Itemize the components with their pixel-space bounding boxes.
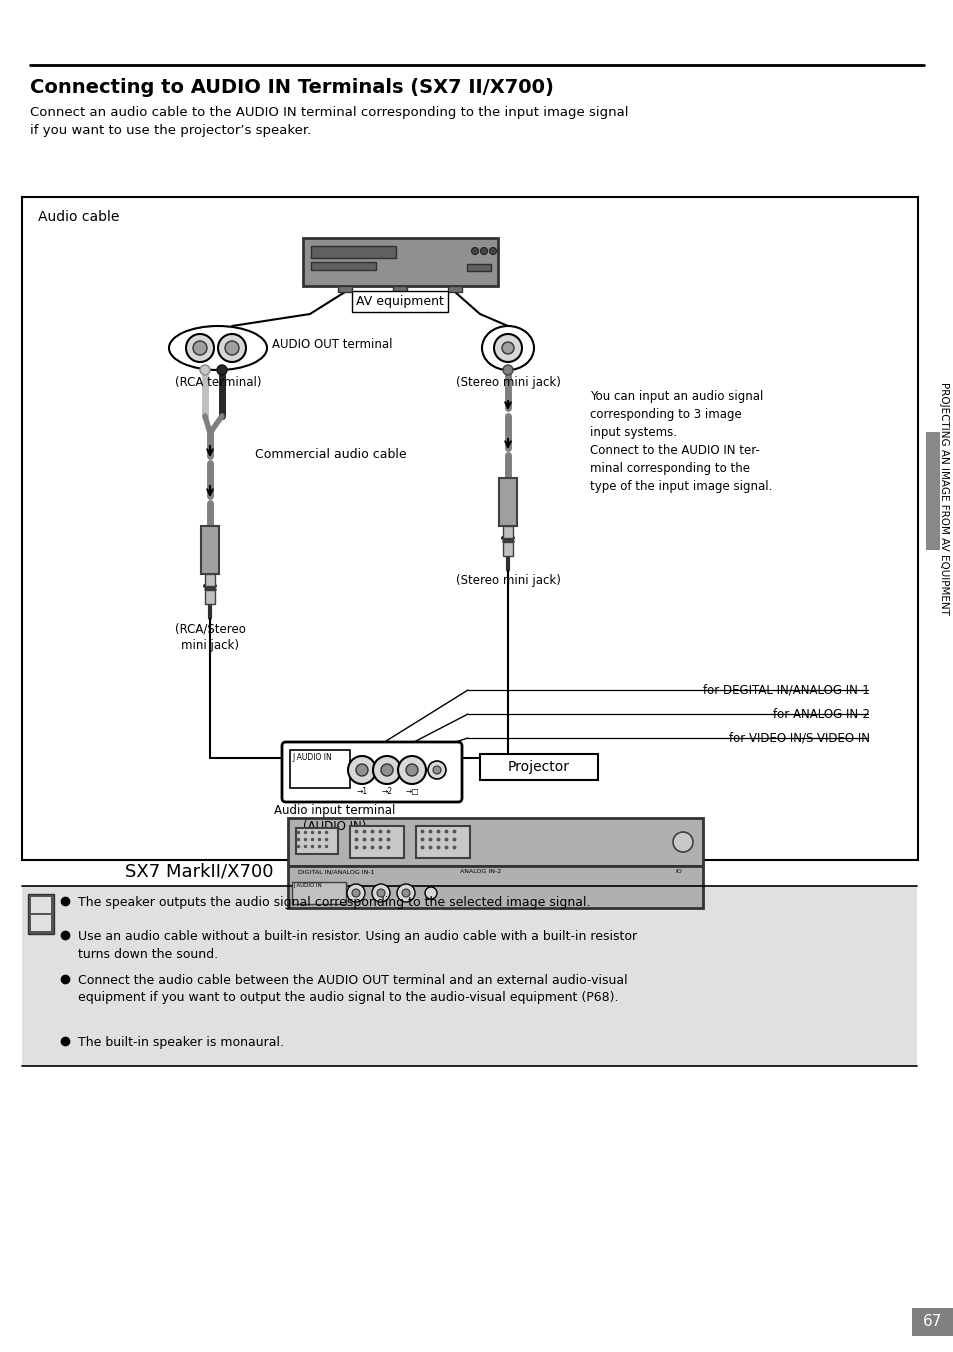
Circle shape bbox=[355, 764, 368, 776]
Circle shape bbox=[428, 761, 446, 779]
Text: →□: →□ bbox=[405, 787, 418, 796]
Bar bbox=[303, 238, 497, 287]
Bar bbox=[311, 246, 395, 258]
Circle shape bbox=[372, 884, 390, 902]
Bar bbox=[350, 826, 403, 859]
Bar bbox=[295, 827, 337, 854]
Text: Connect an audio cable to the AUDIO IN terminal corresponding to the input image: Connect an audio cable to the AUDIO IN t… bbox=[30, 105, 628, 137]
Text: DIGITAL IN/ANALOG IN-1: DIGITAL IN/ANALOG IN-1 bbox=[297, 869, 375, 873]
Circle shape bbox=[216, 365, 227, 375]
Ellipse shape bbox=[481, 326, 534, 370]
Bar bbox=[30, 915, 51, 932]
Circle shape bbox=[501, 342, 514, 354]
Circle shape bbox=[397, 756, 426, 784]
Bar bbox=[467, 264, 491, 270]
Text: Connect the audio cable between the AUDIO OUT terminal and an external audio-vis: Connect the audio cable between the AUDI… bbox=[78, 973, 627, 1005]
Text: ANALOG IN-2: ANALOG IN-2 bbox=[459, 869, 500, 873]
Text: (RCA/Stereo
mini jack): (RCA/Stereo mini jack) bbox=[174, 622, 245, 652]
Circle shape bbox=[186, 334, 213, 362]
FancyBboxPatch shape bbox=[282, 742, 461, 802]
Bar bbox=[290, 750, 350, 788]
Text: for ANALOG IN-2: for ANALOG IN-2 bbox=[772, 707, 869, 721]
Text: IO: IO bbox=[675, 869, 681, 873]
Circle shape bbox=[396, 884, 415, 902]
Bar bbox=[393, 287, 407, 292]
Circle shape bbox=[225, 341, 239, 356]
Bar bbox=[22, 886, 916, 1065]
Bar bbox=[30, 896, 51, 913]
Circle shape bbox=[401, 890, 410, 896]
Text: Commercial audio cable: Commercial audio cable bbox=[254, 449, 406, 461]
Circle shape bbox=[376, 890, 385, 896]
Circle shape bbox=[672, 831, 692, 852]
Text: AV equipment: AV equipment bbox=[355, 291, 443, 304]
Circle shape bbox=[489, 247, 496, 254]
Bar bbox=[205, 575, 214, 585]
Text: Audio input terminal
(AUDIO IN): Audio input terminal (AUDIO IN) bbox=[274, 804, 395, 833]
Text: The built-in speaker is monaural.: The built-in speaker is monaural. bbox=[78, 1036, 284, 1049]
Circle shape bbox=[380, 764, 393, 776]
Bar bbox=[448, 287, 461, 292]
Circle shape bbox=[352, 890, 359, 896]
Text: J AUDIO IN: J AUDIO IN bbox=[292, 753, 332, 763]
Bar bbox=[311, 262, 375, 270]
Bar bbox=[502, 526, 513, 538]
Text: for DEGITAL IN/ANALOG IN-1: for DEGITAL IN/ANALOG IN-1 bbox=[702, 684, 869, 696]
Text: →2: →2 bbox=[381, 787, 392, 796]
Text: J AUDIO IN: J AUDIO IN bbox=[293, 883, 321, 888]
Bar bbox=[288, 867, 702, 909]
Text: AUDIO OUT terminal: AUDIO OUT terminal bbox=[272, 338, 392, 350]
Circle shape bbox=[502, 365, 513, 375]
Bar bbox=[288, 818, 702, 867]
Text: You can input an audio signal
corresponding to 3 image
input systems.
Connect to: You can input an audio signal correspond… bbox=[589, 389, 772, 493]
Ellipse shape bbox=[169, 326, 267, 370]
Bar bbox=[911, 1307, 953, 1336]
Bar bbox=[337, 287, 352, 292]
Text: PROJECTING AN IMAGE FROM AV EQUIPMENT: PROJECTING AN IMAGE FROM AV EQUIPMENT bbox=[938, 381, 948, 614]
Bar bbox=[292, 882, 346, 904]
Circle shape bbox=[471, 247, 478, 254]
Circle shape bbox=[348, 756, 375, 784]
Bar bbox=[498, 479, 517, 526]
Circle shape bbox=[433, 767, 440, 773]
Text: Connecting to AUDIO IN Terminals (SX7 II/X700): Connecting to AUDIO IN Terminals (SX7 II… bbox=[30, 78, 554, 97]
Circle shape bbox=[424, 887, 436, 899]
Text: The speaker outputs the audio signal corresponding to the selected image signal.: The speaker outputs the audio signal cor… bbox=[78, 896, 590, 909]
Text: AV equipment: AV equipment bbox=[355, 295, 443, 308]
Text: →1: →1 bbox=[356, 787, 367, 796]
Bar bbox=[479, 754, 598, 780]
Text: 67: 67 bbox=[923, 1314, 942, 1329]
Text: for VIDEO IN/S-VIDEO IN: for VIDEO IN/S-VIDEO IN bbox=[728, 731, 869, 745]
Circle shape bbox=[218, 334, 246, 362]
Bar bbox=[201, 526, 219, 575]
Bar bbox=[925, 433, 939, 550]
Circle shape bbox=[406, 764, 417, 776]
Bar bbox=[205, 589, 214, 604]
Text: (Stereo mini jack): (Stereo mini jack) bbox=[456, 376, 559, 389]
Text: Use an audio cable without a built-in resistor. Using an audio cable with a buil: Use an audio cable without a built-in re… bbox=[78, 930, 637, 960]
Bar bbox=[416, 826, 470, 859]
Text: Audio cable: Audio cable bbox=[38, 210, 119, 224]
Bar bbox=[22, 197, 917, 860]
Bar bbox=[28, 894, 54, 934]
Text: (RCA terminal): (RCA terminal) bbox=[174, 376, 261, 389]
Circle shape bbox=[373, 756, 400, 784]
Bar bbox=[502, 542, 513, 556]
Circle shape bbox=[494, 334, 521, 362]
Circle shape bbox=[347, 884, 365, 902]
Text: (Stereo mini jack): (Stereo mini jack) bbox=[456, 575, 559, 587]
Text: Projector: Projector bbox=[507, 760, 569, 773]
Text: SX7 MarkII/X700: SX7 MarkII/X700 bbox=[125, 863, 274, 882]
Circle shape bbox=[480, 247, 487, 254]
Circle shape bbox=[193, 341, 207, 356]
Circle shape bbox=[200, 365, 210, 375]
